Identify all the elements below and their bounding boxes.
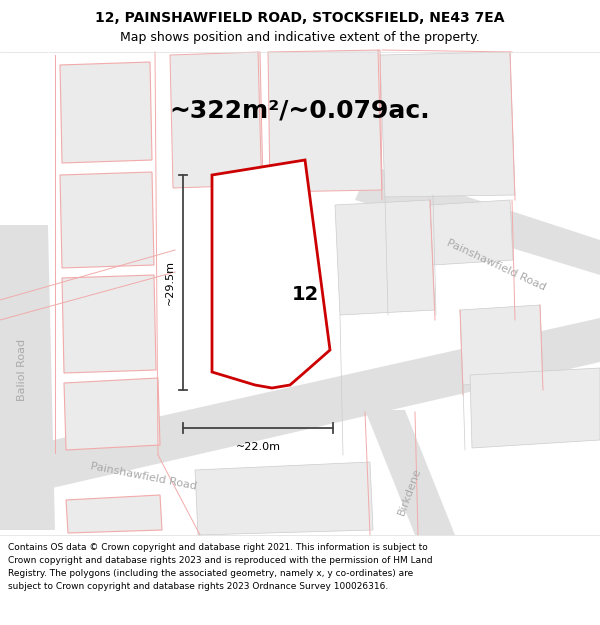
Polygon shape [170, 52, 263, 188]
Text: ~322m²/~0.079ac.: ~322m²/~0.079ac. [170, 98, 430, 122]
Polygon shape [66, 495, 162, 533]
Polygon shape [195, 462, 373, 535]
Polygon shape [355, 165, 600, 275]
Polygon shape [212, 160, 330, 388]
Polygon shape [268, 50, 382, 192]
Text: Registry. The polygons (including the associated geometry, namely x, y co-ordina: Registry. The polygons (including the as… [8, 569, 413, 578]
Polygon shape [60, 172, 154, 268]
Text: Baliol Road: Baliol Road [17, 339, 27, 401]
Polygon shape [335, 200, 435, 315]
Polygon shape [460, 305, 543, 385]
Polygon shape [380, 52, 515, 197]
Text: 12, PAINSHAWFIELD ROAD, STOCKSFIELD, NE43 7EA: 12, PAINSHAWFIELD ROAD, STOCKSFIELD, NE4… [95, 11, 505, 25]
Text: Crown copyright and database rights 2023 and is reproduced with the permission o: Crown copyright and database rights 2023… [8, 556, 433, 565]
Text: Painshawfield Road: Painshawfield Road [90, 461, 198, 491]
Polygon shape [60, 62, 152, 163]
Polygon shape [470, 368, 600, 448]
Text: Painshawfield Road: Painshawfield Road [445, 238, 547, 292]
Text: ~22.0m: ~22.0m [235, 442, 281, 452]
Text: Contains OS data © Crown copyright and database right 2021. This information is : Contains OS data © Crown copyright and d… [8, 543, 428, 552]
Polygon shape [0, 225, 55, 530]
Text: subject to Crown copyright and database rights 2023 Ordnance Survey 100026316.: subject to Crown copyright and database … [8, 582, 388, 591]
Text: ~29.5m: ~29.5m [165, 260, 175, 305]
Text: 12: 12 [292, 286, 319, 304]
Polygon shape [64, 378, 160, 450]
Bar [0, 52, 600, 535]
Polygon shape [430, 200, 513, 265]
Polygon shape [0, 318, 600, 500]
Text: Map shows position and indicative extent of the property.: Map shows position and indicative extent… [120, 31, 480, 44]
Polygon shape [365, 410, 455, 535]
Text: Birkdene: Birkdene [397, 467, 423, 517]
Polygon shape [62, 275, 156, 373]
